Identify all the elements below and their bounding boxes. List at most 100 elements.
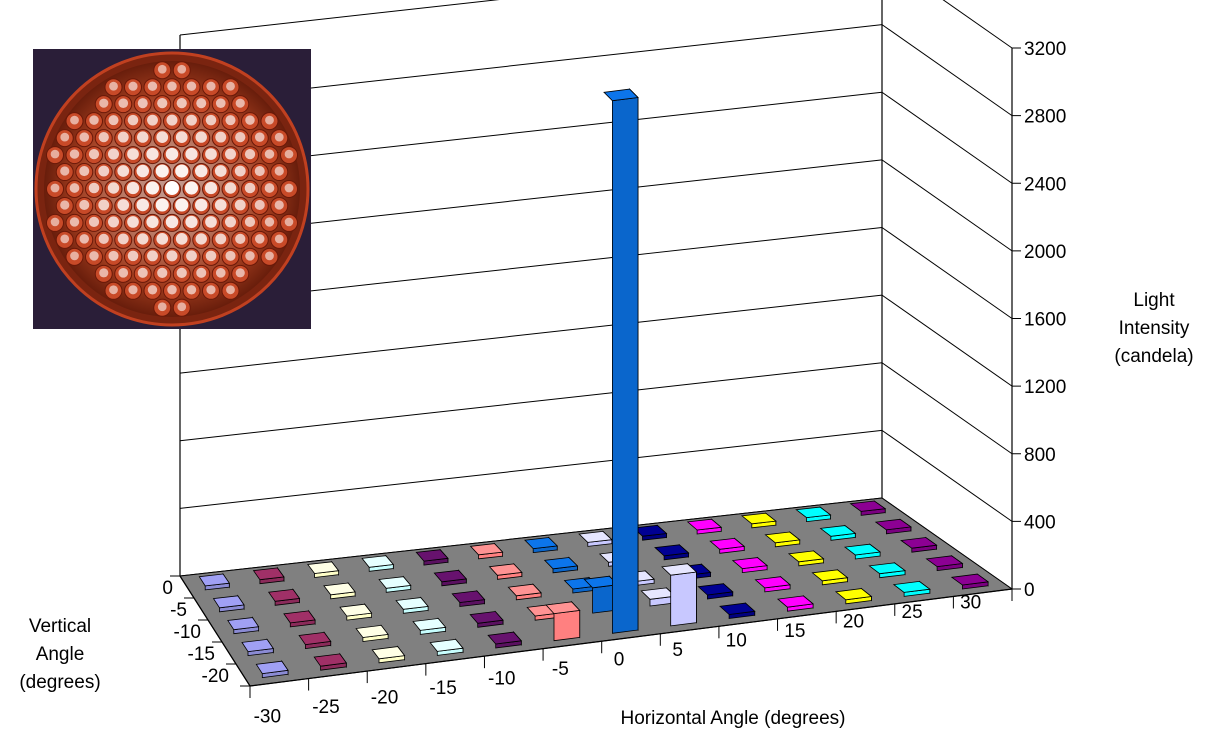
- bar-h25-v-20: [795, 506, 832, 523]
- bar-top: [868, 562, 907, 575]
- bar-top: [487, 631, 523, 645]
- x-tick-label: 0: [614, 650, 625, 671]
- bar-top: [787, 550, 825, 563]
- bar-h-10-v0: [487, 631, 523, 649]
- bar-top: [740, 512, 777, 525]
- bar-h-25-v-10: [283, 609, 316, 628]
- bar-top: [451, 590, 486, 603]
- led-highlight: [166, 250, 178, 262]
- bar-top: [488, 563, 523, 576]
- bar-h5-v-20: [578, 530, 613, 547]
- z-axis-title: Intensity: [1119, 318, 1190, 339]
- depth-axis-line: [179, 575, 251, 687]
- bar-top: [843, 543, 882, 556]
- bar-top: [764, 531, 801, 544]
- bar-top: [834, 588, 873, 601]
- led-highlight: [235, 98, 245, 108]
- bar-h30-v-20: [849, 500, 887, 516]
- bar-h-30-v0: [255, 659, 289, 679]
- bar-top: [874, 518, 912, 531]
- led-highlight: [50, 183, 60, 193]
- bar-top: [654, 544, 690, 557]
- depth-tick-label: -20: [202, 666, 229, 687]
- led-highlight: [195, 233, 207, 245]
- led-highlight: [88, 216, 100, 228]
- led-highlight: [60, 234, 70, 244]
- led-highlight: [264, 217, 275, 227]
- gridline-side: [881, 294, 1013, 387]
- x-tick-label: -15: [429, 678, 456, 699]
- led-highlight: [127, 148, 139, 160]
- bar-top: [900, 537, 938, 549]
- bar-h-10-v-20: [415, 548, 449, 566]
- x-tick-label: 5: [672, 640, 683, 661]
- led-highlight: [107, 182, 120, 194]
- led-highlight: [60, 166, 70, 176]
- z-tick-label: 0: [1024, 580, 1035, 601]
- led-highlight: [107, 216, 120, 228]
- bar-h25-v-15: [819, 524, 857, 541]
- led-highlight: [108, 115, 119, 126]
- gridline-side: [881, 91, 1013, 184]
- gridline-side: [881, 362, 1013, 455]
- gridline-side: [881, 24, 1013, 117]
- bar-top: [255, 660, 289, 675]
- bar-h-15-v-15: [378, 575, 412, 593]
- led-highlight: [147, 250, 158, 262]
- x-tick-label: 25: [902, 602, 923, 623]
- bar-top: [371, 646, 406, 660]
- led-highlight: [196, 98, 207, 109]
- led-highlight: [118, 267, 129, 278]
- led-highlight: [215, 131, 227, 143]
- bar-front: [670, 571, 697, 627]
- led-highlight: [79, 132, 90, 142]
- gridline-back: [179, 429, 883, 509]
- bar-h10-v-5: [697, 582, 734, 600]
- bar-top: [709, 537, 746, 550]
- led-highlight: [264, 149, 275, 159]
- led-highlight: [284, 149, 294, 159]
- led-highlight: [225, 115, 236, 126]
- led-highlight: [98, 233, 109, 245]
- led-highlight: [157, 267, 168, 278]
- gridline-back: [179, 362, 883, 442]
- bar-top: [378, 576, 412, 589]
- led-highlight: [235, 131, 246, 143]
- led-highlight: [89, 251, 99, 261]
- gridline-side: [881, 159, 1013, 252]
- led-highlight: [157, 64, 167, 74]
- bar-h30-v-10: [900, 536, 938, 553]
- bar-h-5-v-10: [507, 583, 542, 601]
- led-highlight: [79, 166, 90, 177]
- bar-h-5-v0: [545, 600, 581, 642]
- led-highlight: [214, 165, 227, 177]
- led-highlight: [137, 267, 148, 278]
- led-highlight: [186, 285, 197, 295]
- bar-h-10-v-5: [469, 610, 504, 628]
- bar-front: [553, 609, 581, 642]
- led-highlight: [224, 148, 237, 160]
- led-highlight: [186, 114, 197, 126]
- depth-tick-label: -15: [188, 644, 215, 665]
- bar-top: [283, 610, 316, 624]
- led-highlight: [108, 250, 119, 261]
- z-tick-label: 2400: [1024, 174, 1066, 195]
- led-highlight: [274, 166, 284, 176]
- led-highlight: [155, 198, 169, 212]
- bar-h0-v-20: [524, 536, 559, 554]
- led-highlight: [194, 198, 208, 212]
- bar-top: [298, 631, 332, 646]
- bar-h-15-v0: [429, 638, 464, 656]
- led-highlight: [175, 198, 189, 212]
- gridline-back: [179, 294, 883, 374]
- bar-h-15-v-10: [395, 596, 429, 614]
- gridline-side: [881, 429, 1013, 522]
- led-highlight: [175, 131, 188, 143]
- bar-h25-v0: [892, 580, 931, 597]
- bar-top: [241, 638, 275, 653]
- led-highlight: [166, 114, 178, 126]
- bar-top: [469, 543, 504, 556]
- bar-h-20-v-10: [339, 603, 373, 621]
- z-tick-label: 1200: [1024, 377, 1066, 398]
